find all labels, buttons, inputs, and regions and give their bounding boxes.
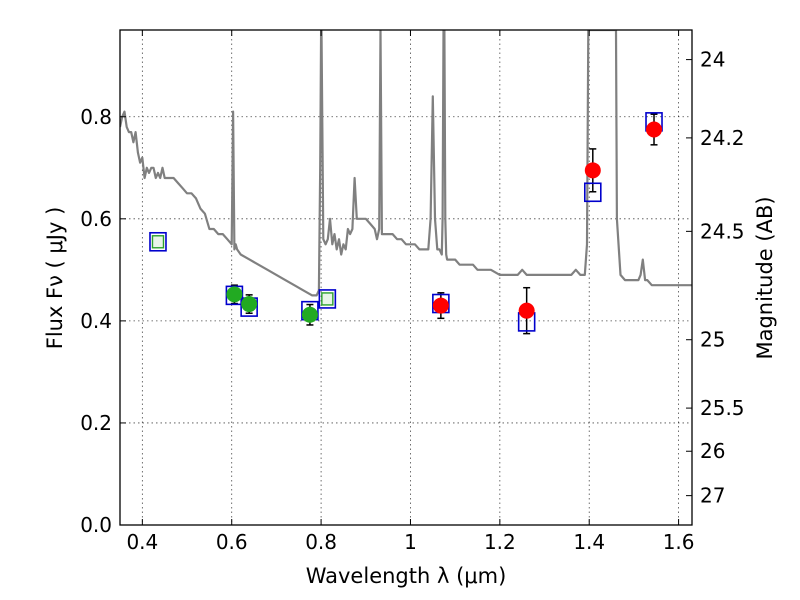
model-spectrum-layer	[120, 30, 692, 297]
x-tick-label: 1	[404, 530, 417, 554]
magnitude-tick-label: 24.5	[700, 219, 745, 243]
x-axis-label: Wavelength λ (μm)	[306, 564, 507, 588]
y-tick-label: 0.0	[80, 513, 112, 537]
magnitude-tick-label: 25	[700, 328, 725, 352]
plot-frame	[119, 29, 693, 526]
observed-flux-point	[301, 306, 318, 323]
y-tick-label: 0.6	[80, 207, 112, 231]
y-tick-label: 0.2	[80, 411, 112, 435]
x-tick-label: 1.2	[484, 530, 516, 554]
x-tick-label: 0.6	[216, 530, 248, 554]
magnitude-tick-label: 25.5	[700, 396, 745, 420]
observed-flux-point	[241, 296, 258, 313]
model-flux-square	[149, 231, 167, 252]
upper-limit-square	[321, 292, 334, 306]
x-tick-label: 0.8	[305, 530, 337, 554]
upper-limit-square	[151, 235, 165, 249]
magnitude-tick-label: 27	[700, 484, 725, 508]
data-markers	[149, 112, 663, 332]
magnitude-tick-label: 26	[700, 439, 725, 463]
y-axis-label: Flux Fν ( μJy )	[43, 207, 67, 350]
y-tick-label: 0.4	[80, 309, 112, 333]
observed-flux-point	[432, 297, 449, 314]
magnitude-tick-label: 24.2	[700, 126, 745, 150]
grid-lines	[120, 30, 692, 526]
magnitude-axis-label: Magnitude (AB)	[753, 196, 777, 359]
observed-flux-point	[518, 302, 535, 319]
model-flux-square	[318, 289, 337, 309]
observed-flux-point	[646, 121, 663, 138]
y-tick-label: 0.8	[80, 105, 112, 129]
observed-flux-point	[584, 162, 601, 179]
x-tick-label: 1.4	[573, 530, 605, 554]
x-tick-label: 0.4	[126, 530, 158, 554]
x-tick-label: 1.6	[663, 530, 695, 554]
model-flux-square	[583, 182, 602, 203]
model-spectrum-line	[120, 30, 692, 297]
observed-flux-point	[226, 286, 243, 303]
tick-labels: 0.4 0.6 0.8 1 1.2 1.4 1.6 0.0 0.2 0.4 0.6 0.8 24 24.2…	[80, 48, 744, 554]
magnitude-tick-label: 24	[700, 48, 725, 72]
axis-ticks	[120, 30, 692, 526]
